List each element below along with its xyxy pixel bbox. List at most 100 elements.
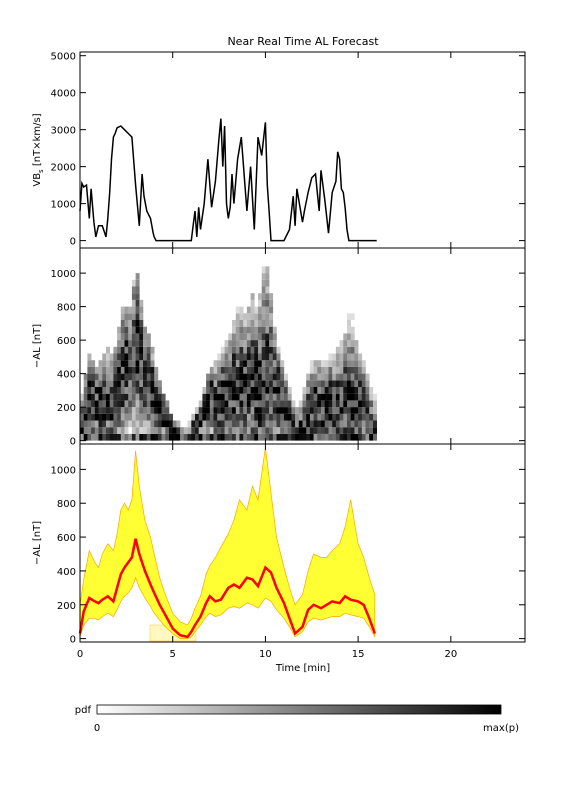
heatmap-cell <box>291 400 296 408</box>
heatmap-cell <box>117 346 122 354</box>
heatmap-cell <box>365 400 370 408</box>
time-x-axis-label: Time [min] <box>275 663 330 674</box>
heatmap-cell <box>83 420 88 428</box>
heatmap-cell <box>309 380 314 387</box>
heatmap-cell <box>272 407 277 414</box>
heatmap-cell <box>369 420 374 428</box>
heatmap-cell <box>243 353 248 361</box>
heatmap-cell <box>198 407 203 414</box>
heatmap-cell <box>350 393 355 401</box>
heatmap-cell <box>143 420 147 428</box>
heatmap-cell <box>261 387 266 394</box>
heatmap-cell <box>139 400 144 408</box>
heatmap-cell <box>291 420 296 428</box>
heatmap-cell <box>113 400 118 408</box>
heatmap-cell <box>369 400 374 408</box>
heatmap-cell <box>131 387 136 394</box>
heatmap-cell <box>265 353 270 361</box>
heatmap-cell <box>117 433 122 441</box>
heatmap-cell <box>365 380 370 387</box>
heatmap-cell <box>265 273 270 280</box>
heatmap-cell <box>224 340 229 347</box>
heatmap-cell <box>284 393 288 401</box>
heatmap-cell <box>350 380 355 387</box>
vbs-y-tick-label: 4000 <box>51 89 76 100</box>
heatmap-cell <box>373 413 377 421</box>
heatmap-cell <box>106 393 110 401</box>
heatmap-cell <box>131 373 136 381</box>
heatmap-cell <box>309 427 314 434</box>
heatmap-cell <box>365 407 370 414</box>
heatmap-cell <box>298 407 303 414</box>
heatmap-cell <box>272 427 277 434</box>
heatmap-cell <box>350 333 355 341</box>
heatmap-cell <box>365 433 370 441</box>
heatmap-cell <box>313 413 318 421</box>
heatmap-cell <box>113 387 118 394</box>
heatmap-cell <box>258 400 262 408</box>
heatmap-cell <box>135 387 140 394</box>
heatmap-cell <box>124 407 129 414</box>
heatmap-cell <box>261 420 266 428</box>
heatmap-cell <box>321 373 325 381</box>
heatmap-cell <box>228 407 233 414</box>
heatmap-cell <box>135 313 140 320</box>
heatmap-cell <box>343 420 348 428</box>
heatmap-cell <box>328 366 333 374</box>
heatmap-cell <box>250 299 255 307</box>
heatmap-cell <box>113 346 118 354</box>
heatmap-cell <box>232 400 236 408</box>
heatmap-cell <box>228 420 233 428</box>
heatmap-cell <box>269 313 274 320</box>
heatmap-cell <box>232 413 236 421</box>
heatmap-cell <box>246 320 251 327</box>
heatmap-cell <box>128 346 133 354</box>
al-forecast-panel: 0 200 400 600 800 1000 0 5 10 15 20 −AL [nT] Time… <box>32 52 526 674</box>
heatmap-cell <box>317 420 322 428</box>
heatmap-cell <box>246 340 251 347</box>
heatmap-cell <box>306 420 311 428</box>
heatmap-cell <box>87 353 92 361</box>
heatmap-cell <box>243 400 248 408</box>
heatmap-cell <box>106 353 110 361</box>
heatmap-cell <box>128 313 133 320</box>
figure-title: Near Real Time AL Forecast <box>227 35 379 48</box>
heatmap-cell <box>124 420 129 428</box>
heatmap-cell <box>232 373 236 381</box>
heatmap-cell <box>91 433 96 441</box>
heatmap-cell <box>265 420 270 428</box>
heatmap-cell <box>324 433 329 441</box>
heatmap-cell <box>321 420 325 428</box>
heatmap-cell <box>347 340 351 347</box>
heatmap-cell <box>239 427 244 434</box>
heatmap-cell <box>202 420 207 428</box>
heatmap-cell <box>191 433 196 441</box>
heatmap-cell <box>235 306 240 314</box>
heatmap-cell <box>254 380 259 387</box>
heatmap-cell <box>272 353 277 361</box>
heatmap-cell <box>131 433 136 441</box>
heatmap-cell <box>209 387 214 394</box>
heatmap-cell <box>154 393 159 401</box>
heatmap-cell <box>347 433 351 441</box>
heatmap-cell <box>235 346 240 354</box>
heatmap-cell <box>246 306 251 314</box>
heatmap-cell <box>220 360 225 367</box>
heatmap-cell <box>265 407 270 414</box>
heatmap-cell <box>128 433 133 441</box>
heatmap-cell <box>272 433 277 441</box>
heatmap-cell <box>106 380 110 387</box>
heatmap-cell <box>269 346 274 354</box>
heatmap-cell <box>131 286 136 294</box>
heatmap-cell <box>287 427 292 434</box>
heatmap-cell <box>361 366 366 374</box>
heatmap-cell <box>94 393 99 401</box>
heatmap-cell <box>109 360 114 367</box>
heatmap-cell <box>206 420 211 428</box>
heatmap-cell <box>358 400 363 408</box>
heatmap-cell <box>128 413 133 421</box>
heatmap-cell <box>254 353 259 361</box>
heatmap-cell <box>232 393 236 401</box>
heatmap-cell <box>224 387 229 394</box>
heatmap-cell <box>258 360 262 367</box>
